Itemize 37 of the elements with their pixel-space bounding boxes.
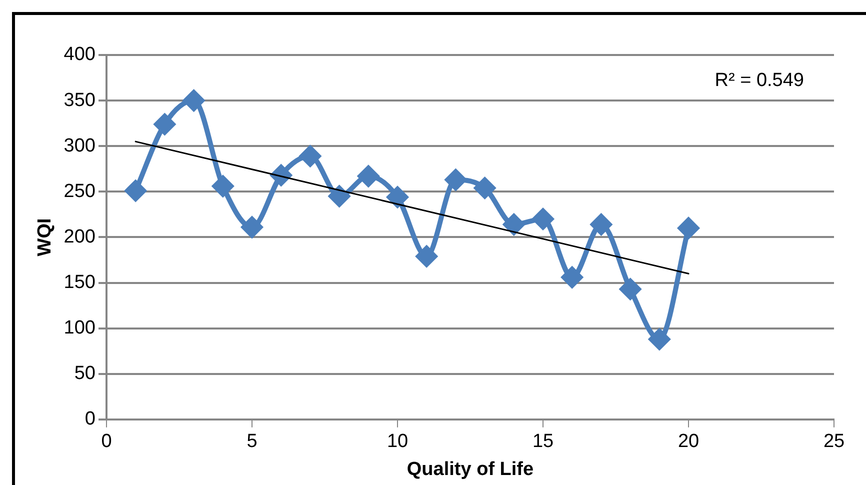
point [648, 328, 670, 350]
point [183, 90, 204, 112]
point [532, 208, 554, 230]
point [445, 169, 466, 190]
y-tick-label: 50 [74, 363, 96, 384]
x-tick-label: 15 [532, 431, 554, 452]
point [416, 246, 438, 267]
point [154, 114, 176, 135]
x-tick-label: 0 [101, 431, 112, 452]
x-tick-label: 10 [386, 431, 408, 452]
point [242, 216, 262, 238]
point [328, 186, 350, 207]
point [590, 214, 612, 235]
y-tick-label: 0 [84, 408, 96, 430]
y-tick-label: 200 [64, 226, 96, 248]
x-tick-label: 20 [678, 431, 700, 452]
point [358, 166, 379, 187]
point [212, 176, 234, 197]
point [503, 214, 524, 235]
y-axis-title: WQI [34, 218, 56, 256]
y-tick-label: 150 [64, 272, 96, 293]
x-tick-label: 25 [823, 431, 845, 452]
point [678, 218, 699, 239]
y-tick-label: 100 [64, 318, 96, 339]
y-tick-label: 300 [64, 135, 96, 156]
point [125, 180, 146, 202]
y-tick-label: 400 [64, 44, 96, 66]
y-tick-label: 250 [64, 180, 96, 202]
point [387, 186, 408, 208]
y-tick-label: 350 [64, 90, 96, 111]
x-tick-label: 5 [246, 431, 258, 452]
point [620, 278, 641, 300]
annotation: R² = 0.549 [714, 70, 804, 92]
point [562, 266, 583, 288]
point [300, 146, 321, 167]
x-axis-title: Quality of Life [406, 458, 534, 480]
point [474, 178, 496, 199]
